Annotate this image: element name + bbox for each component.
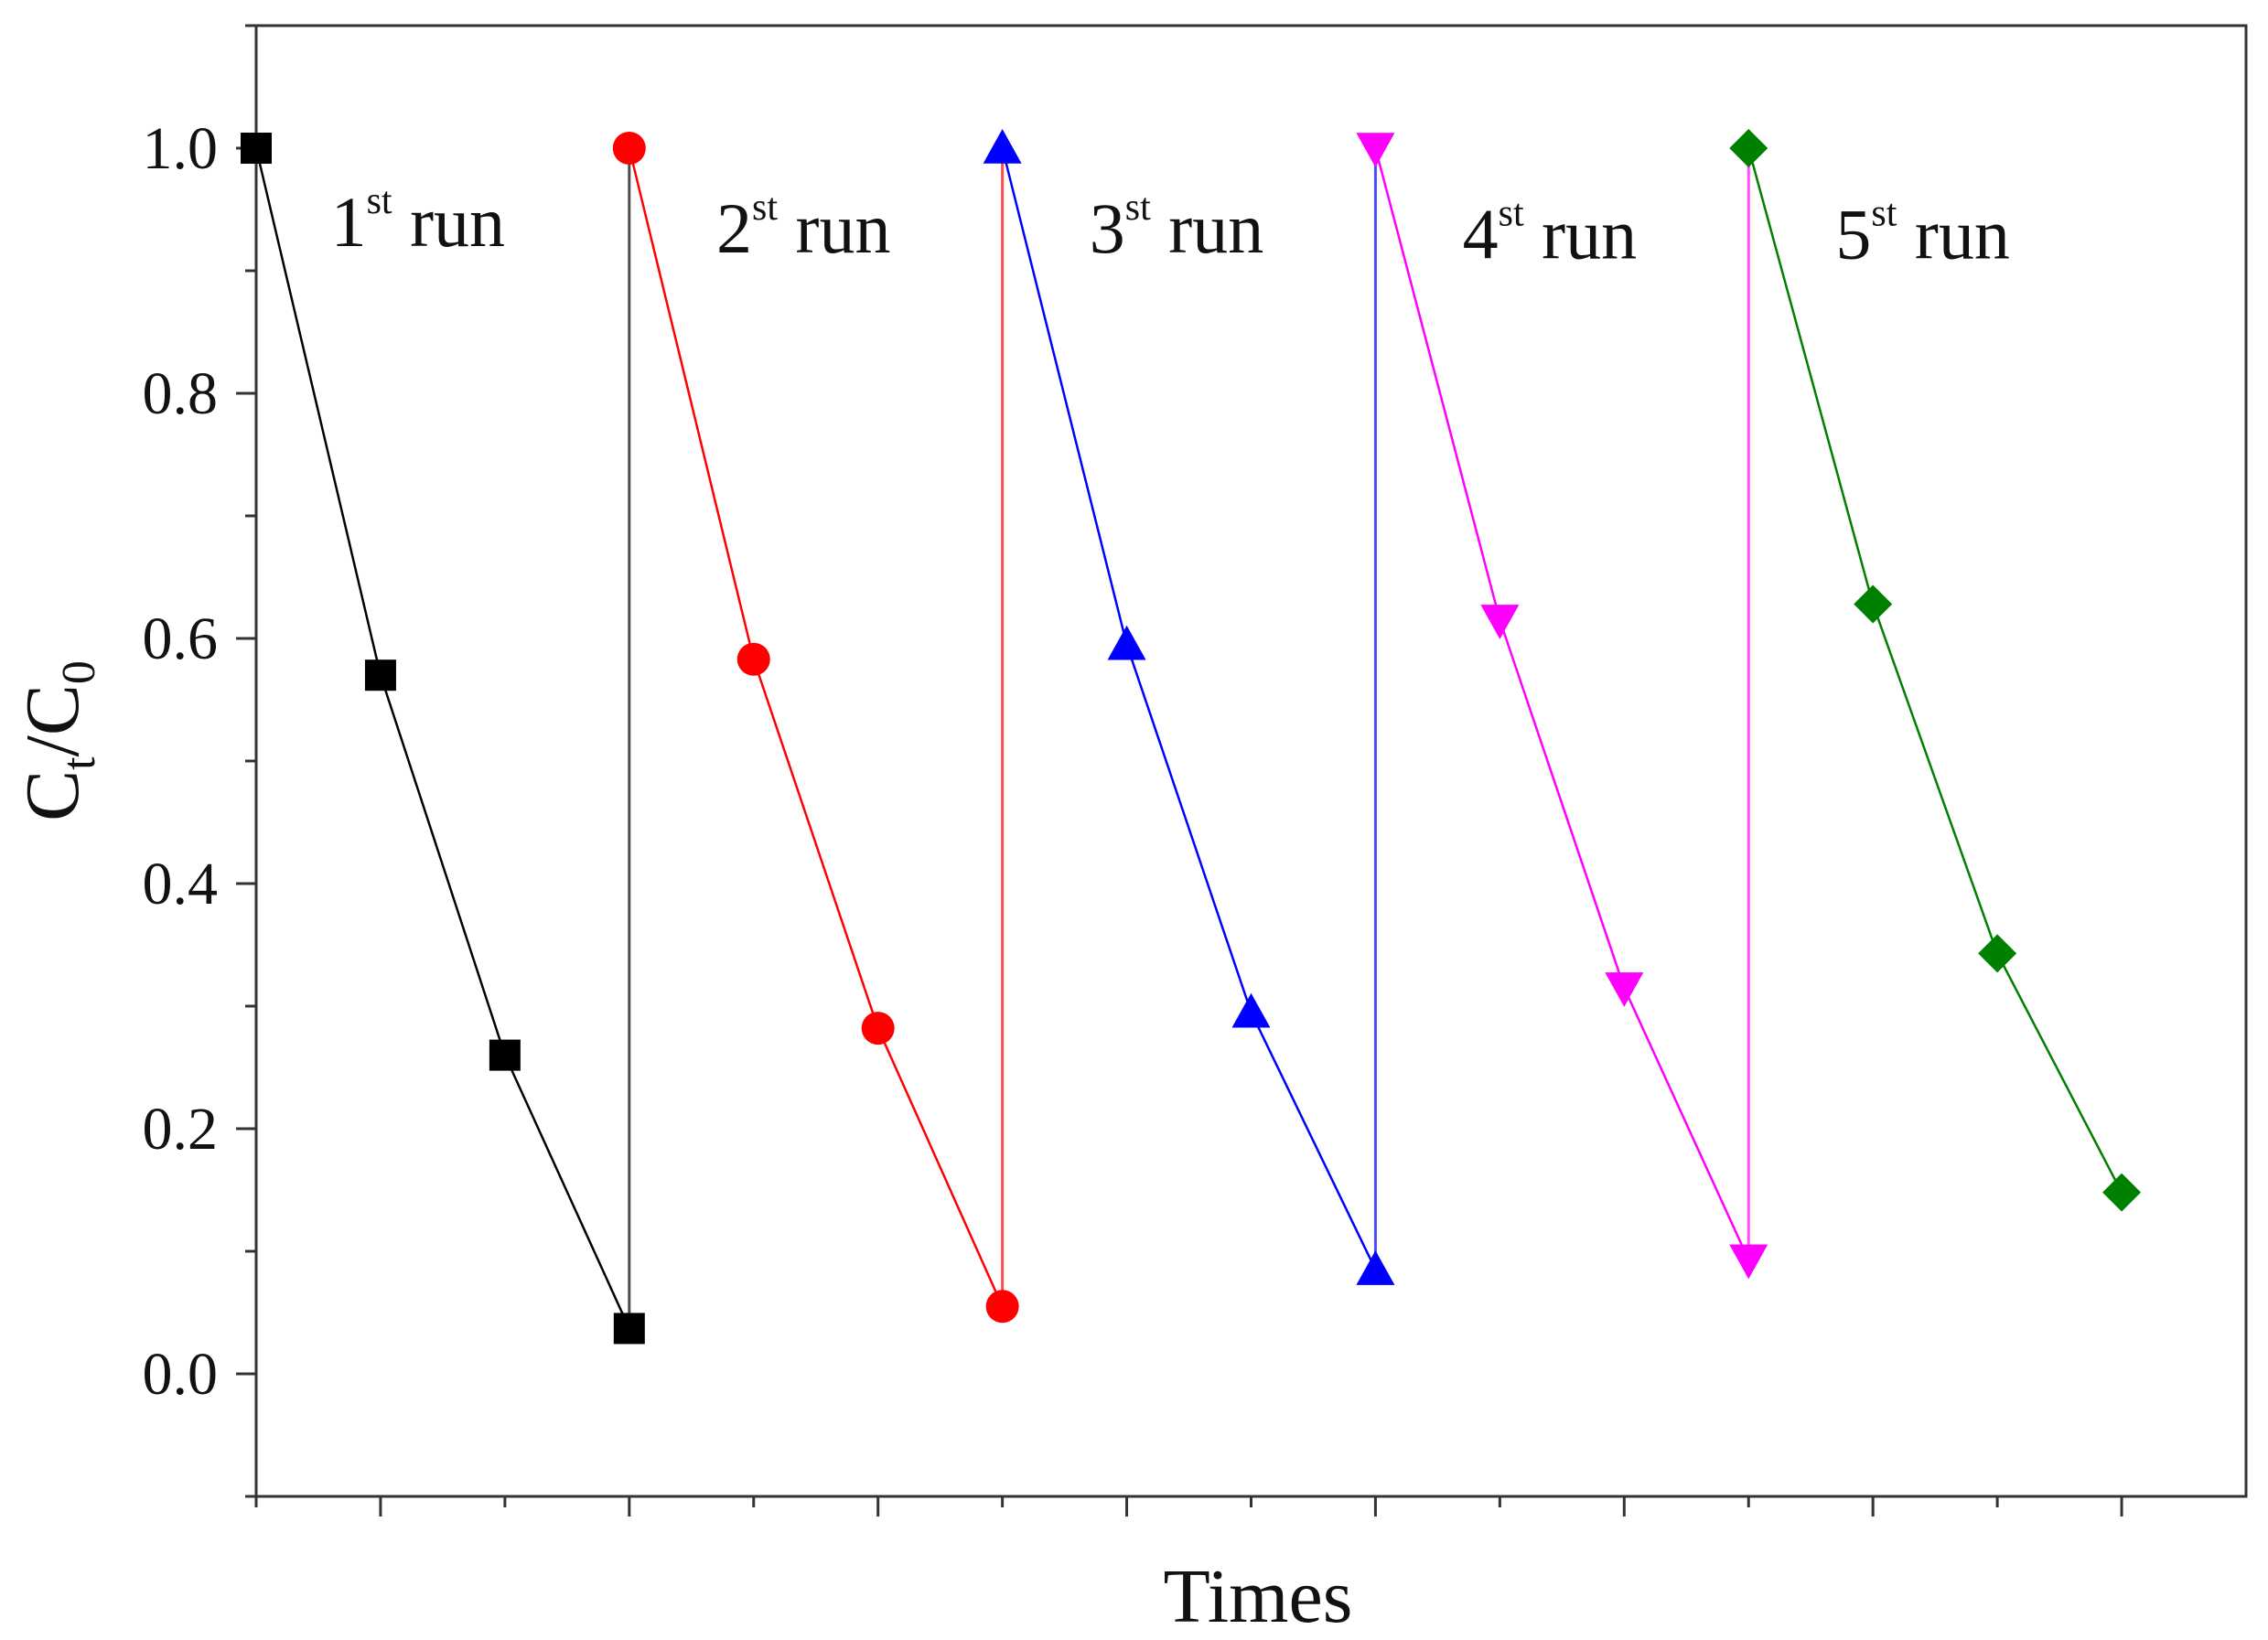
triangle-up-marker <box>983 129 1022 164</box>
run-label: 2st run <box>716 187 891 268</box>
diamond-marker <box>1854 584 1893 624</box>
y-axis-title-sub2: 0 <box>53 660 105 684</box>
run-text: run <box>778 188 890 268</box>
y-axis-title-sep: /C <box>10 684 95 756</box>
series-group <box>241 129 2142 1345</box>
square-marker <box>241 133 272 164</box>
diamond-marker <box>1729 129 1768 167</box>
series-line <box>1747 147 2123 1194</box>
triangle-up-marker <box>1356 1250 1395 1285</box>
run-text: run <box>392 182 505 262</box>
circle-marker <box>985 1290 1019 1324</box>
y-tick-label: 0.4 <box>143 851 219 917</box>
square-marker <box>613 1313 645 1345</box>
y-axis-title-main: C <box>10 770 95 821</box>
circle-marker <box>612 132 646 165</box>
diamond-marker <box>1978 934 2017 973</box>
run-text: run <box>1151 188 1263 268</box>
circle-marker <box>861 1012 895 1045</box>
triangle-down-marker <box>1605 972 1644 1007</box>
square-marker <box>489 1039 521 1071</box>
annotations-group: 1st run 2st run 3st run 4st run 5st run <box>331 180 2010 273</box>
y-tick-label: 1.0 <box>143 115 219 182</box>
y-tick-label: 0.2 <box>143 1096 219 1163</box>
run-label: 1st run <box>331 180 506 262</box>
connectors-group <box>628 148 1750 1329</box>
series-line <box>254 147 630 1329</box>
run-superscript: st <box>1125 187 1151 229</box>
x-axis-title: Times <box>1163 1554 1352 1639</box>
y-axis-title: Ct/C0 <box>10 660 105 821</box>
run-text: run <box>1897 195 2009 274</box>
run-number: 3 <box>1090 188 1125 268</box>
run-number: 4 <box>1463 195 1499 274</box>
run-number: 5 <box>1835 195 1871 274</box>
run-superscript: st <box>1499 193 1524 235</box>
run-text: run <box>1524 195 1637 274</box>
diamond-marker <box>2102 1173 2142 1212</box>
series-line <box>628 147 1004 1307</box>
run-label: 5st run <box>1835 193 2010 274</box>
y-tick-label: 0.6 <box>143 606 219 672</box>
triangle-down-marker <box>1480 605 1520 639</box>
run-number: 2 <box>716 188 752 268</box>
run-superscript: st <box>752 187 778 229</box>
circle-marker <box>736 642 770 676</box>
run-superscript: st <box>1871 193 1897 235</box>
triangle-down-marker <box>1356 133 1395 167</box>
triangle-up-marker <box>1107 625 1146 660</box>
triangle-up-marker <box>1231 992 1271 1028</box>
triangle-down-marker <box>1729 1244 1768 1280</box>
square-marker <box>364 659 396 691</box>
y-axis-title-sub1: t <box>53 756 105 770</box>
ticks-group: 0.0 0.2 0.4 0.6 0.8 1.0 <box>143 24 2123 1517</box>
y-tick-label: 0.0 <box>143 1341 219 1408</box>
run-number: 1 <box>331 182 367 262</box>
run-label: 4st run <box>1463 193 1638 274</box>
run-label: 3st run <box>1090 187 1264 268</box>
series-line <box>1001 147 1377 1270</box>
run-superscript: st <box>367 180 392 222</box>
y-tick-label: 0.8 <box>143 360 219 427</box>
series-line <box>1374 147 1750 1260</box>
